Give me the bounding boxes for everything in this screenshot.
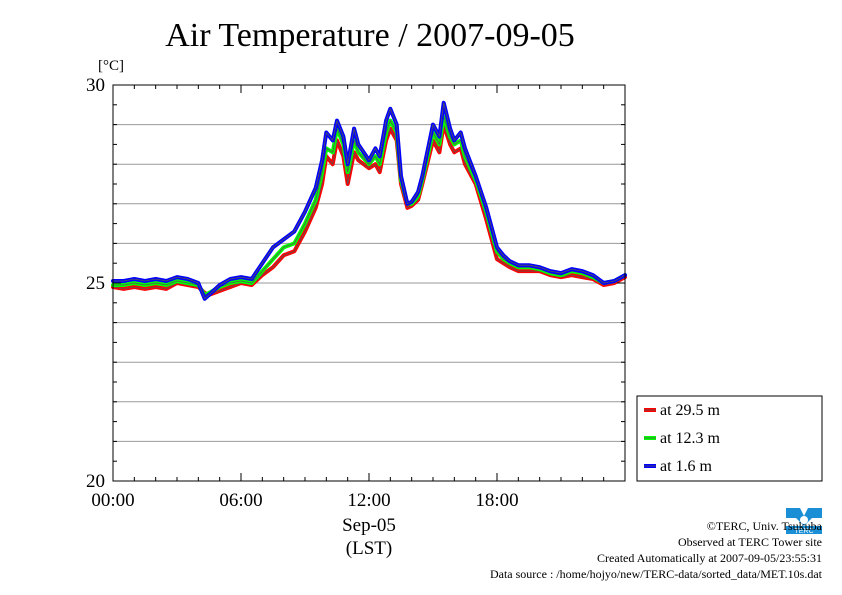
y-tick-label: 30: [86, 75, 105, 96]
x-tick-label: 12:00: [347, 490, 390, 511]
ticks: 20 25 30 00:00 06:00 12:00 18:00: [86, 75, 626, 511]
series-layer: [111, 100, 627, 301]
footer-source: Data source : /home/hojyo/new/TERC-data/…: [489, 567, 822, 581]
footer-copyright: ©TERC, Univ. Tsukuba: [706, 519, 822, 533]
x-axis-label: Sep-05: [342, 515, 396, 536]
series-core-2: [113, 116, 626, 296]
y-axis-unit: [°C]: [98, 58, 124, 74]
x-tick-label: 06:00: [219, 490, 262, 511]
series-core-3: [113, 102, 626, 300]
footer-site: Observed at TERC Tower site: [677, 535, 822, 549]
legend-items: at 29.5 m at 12.3 m at 1.6 m: [644, 402, 721, 475]
x-tick-label: 18:00: [475, 490, 518, 511]
legend-label: at 12.3 m: [660, 430, 721, 447]
footer: ©TERC, Univ. Tsukuba Observed at TERC To…: [490, 518, 822, 582]
legend-label: at 29.5 m: [660, 402, 721, 419]
x-axis-label-lst: (LST): [346, 538, 392, 559]
series-line-3: [111, 100, 627, 301]
chart-title: Air Temperature / 2007-09-05: [165, 17, 575, 54]
y-tick-label: 25: [86, 273, 105, 294]
legend-box: [636, 395, 823, 482]
series-line-2: [111, 114, 627, 297]
svg-text:TERC: TERC: [794, 528, 813, 535]
legend-label: at 1.6 m: [660, 458, 713, 475]
y-tick-label: 20: [86, 471, 105, 492]
footer-created: Created Automatically at 2007-09-05/23:5…: [597, 551, 822, 565]
legend: at 29.5 m at 12.3 m at 1.6 m: [636, 395, 823, 482]
x-tick-label: 00:00: [91, 490, 134, 511]
terc-logo-icon: TERC: [784, 504, 824, 536]
